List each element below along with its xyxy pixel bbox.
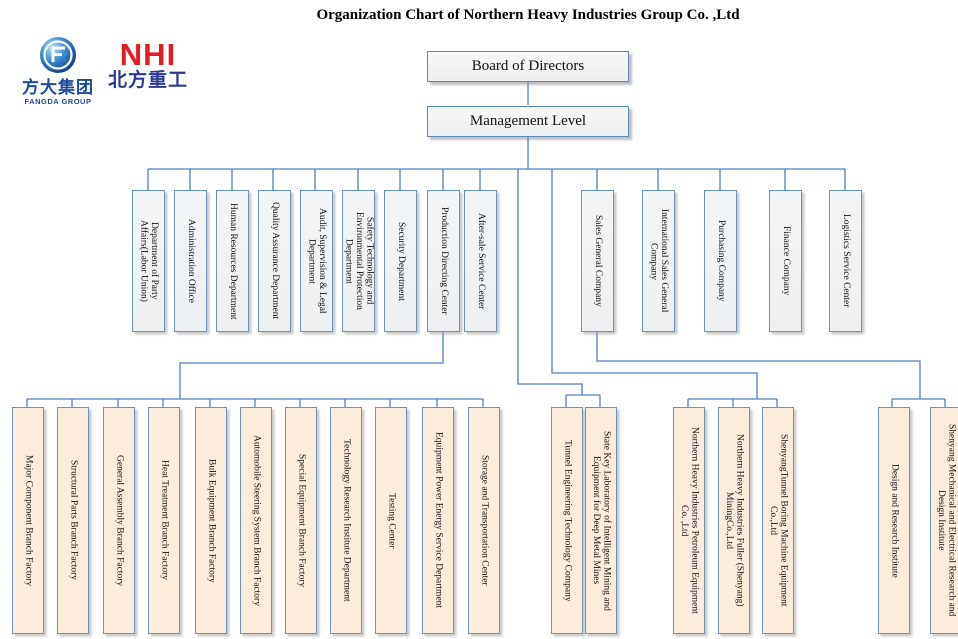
- fangda-logo: 方大集团 FANGDA GROUP: [14, 36, 102, 106]
- node-audit-supervision-legal-department: Audit, Supervision & Legal Department: [300, 190, 333, 332]
- node-equipment-power-energy-service-department: Equipment Power Energy Service Departmen…: [422, 407, 454, 634]
- nhi-logo-mark: NHI: [119, 37, 177, 72]
- node-after-sale-service-center: After-sale Service Center: [464, 190, 497, 332]
- node-storage-and-transportation-center: Storage and Transportation Center: [468, 407, 500, 634]
- node-sales-general-company: Sales General Company: [581, 190, 614, 332]
- node-shenyang-mechanical-electrical-research-institute: Shenyang Mechanical and Electrical Resea…: [930, 407, 958, 634]
- node-state-key-laboratory: State Key Laboratory of Intelligent Mini…: [585, 407, 617, 634]
- node-tunnel-engineering-technology-company: Tunnel Engineering Technology Company: [551, 407, 583, 634]
- nhi-logo-chinese: 北方重工: [107, 70, 188, 91]
- node-safety-environmental-department: Safety Technology and Environmental Prot…: [342, 190, 375, 332]
- node-finance-company: Finance Company: [769, 190, 802, 332]
- node-testing-center: Testing Center: [375, 407, 407, 634]
- node-management-level: Management Level: [427, 106, 629, 137]
- node-logistics-service-center: Logistics Service Center: [829, 190, 862, 332]
- fangda-logo-icon: [40, 37, 76, 73]
- node-general-assembly-branch-factory: General Assembly Branch Factory: [103, 407, 135, 634]
- node-design-and-research-institute: Design and Research Institute: [878, 407, 910, 634]
- node-nhi-petroleum-equipment-co: Northern Heavy Industries Petroleum Equi…: [673, 407, 705, 634]
- node-major-component-branch-factory: Major Component Branch Factory: [12, 407, 44, 634]
- node-security-department: Security Department: [384, 190, 417, 332]
- node-structural-parts-branch-factory: Structural Parts Branch Factory: [57, 407, 89, 634]
- node-heat-treatment-branch-factory: Heat Treatment Branch Factory: [148, 407, 180, 634]
- node-technology-research-institute-department: Technology Research Institute Department: [330, 407, 362, 634]
- fangda-logo-chinese: 方大集团: [22, 78, 94, 97]
- node-human-resources-department: Human Resources Department: [216, 190, 249, 332]
- node-purchasing-company: Purchasing Company: [704, 190, 737, 332]
- node-international-sales-general-company: International Sales General Company: [642, 190, 675, 332]
- node-administration-office: Administration Office: [174, 190, 207, 332]
- node-bulk-equipment-branch-factory: Bulk Equipment Branch Factory: [195, 407, 227, 634]
- node-automobile-steering-system-branch-factory: Automobile Steering System Branch Factor…: [240, 407, 272, 634]
- node-production-directing-center: Production Directing Center: [427, 190, 460, 332]
- node-shenyang-tunnel-boring-machine-equipment-co: ShenyangTunnel Boring Machine Equipment …: [762, 407, 794, 634]
- node-party-affairs-department: Department of Party Affairs(Labor Union): [132, 190, 165, 332]
- nhi-logo: NHI 北方重工: [102, 37, 194, 92]
- node-nhi-fuller-shenyang-mining-co: Northern Heavy Industries Fuller (Shenya…: [718, 407, 750, 634]
- node-special-equipment-branch-factory: Special Equipment Branch Factory: [285, 407, 317, 634]
- fangda-logo-english: FANGDA GROUP: [24, 97, 92, 106]
- node-board-of-directors: Board of Directors: [427, 51, 629, 82]
- node-quality-assurance-department: Quality Assurance Department: [258, 190, 291, 332]
- chart-title: Organization Chart of Northern Heavy Ind…: [316, 7, 740, 23]
